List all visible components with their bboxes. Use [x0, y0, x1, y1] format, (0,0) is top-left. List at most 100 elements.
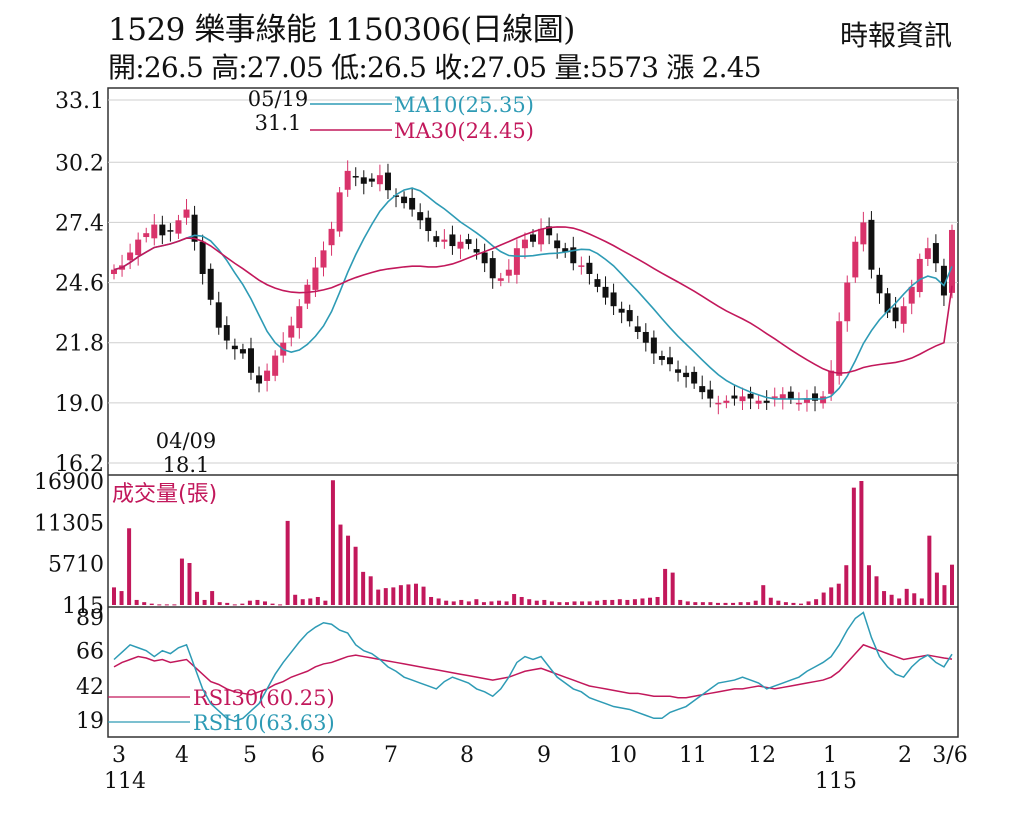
- candle: [820, 396, 827, 404]
- candle: [666, 357, 673, 365]
- x-year-label: 114: [104, 769, 146, 794]
- candle: [755, 400, 762, 404]
- volume-bar: [195, 591, 200, 605]
- volume-bar: [187, 563, 192, 605]
- candle: [747, 393, 754, 399]
- candle: [175, 220, 182, 234]
- candle: [312, 267, 319, 290]
- volume-bar: [225, 602, 230, 605]
- candle: [562, 248, 569, 253]
- volume-bar: [112, 587, 116, 605]
- legend-label: MA10(25.35): [394, 93, 534, 117]
- volume-bar: [882, 591, 887, 605]
- volume-bar: [444, 600, 449, 605]
- volume-bar: [474, 599, 479, 605]
- candle: [803, 398, 810, 403]
- volume-bar: [738, 602, 743, 605]
- volume-bar: [663, 568, 668, 605]
- volume-bar: [595, 600, 600, 605]
- candle: [191, 214, 198, 242]
- candle: [215, 302, 222, 328]
- volume-bar: [557, 602, 562, 605]
- volume-bar: [889, 594, 894, 605]
- x-tick-label: 6: [311, 743, 325, 768]
- candle: [949, 229, 955, 293]
- candle: [884, 293, 891, 313]
- candle: [634, 326, 641, 332]
- candle: [247, 348, 254, 373]
- chart-frame: [107, 87, 959, 738]
- volume-bar: [504, 601, 509, 605]
- ohlc-summary: 開:26.5 高:27.05 低:26.5 收:27.05 量:5573 漲 2…: [108, 51, 762, 84]
- candle: [384, 172, 391, 191]
- volume-bar: [481, 602, 486, 605]
- candle: [836, 321, 843, 376]
- candle: [940, 265, 947, 296]
- volume-bar: [625, 599, 630, 605]
- volume-bar: [874, 576, 879, 605]
- volume-bar: [300, 599, 305, 605]
- volume-bar: [338, 524, 343, 605]
- volume-bar: [315, 596, 320, 605]
- volume-bar: [580, 601, 585, 605]
- volume-bar: [806, 601, 811, 605]
- volume-bar: [851, 487, 856, 605]
- candle: [578, 265, 585, 267]
- volume-bar: [270, 603, 275, 605]
- volume-bar: [919, 598, 924, 605]
- volume-bar: [783, 602, 788, 605]
- candle: [199, 241, 206, 274]
- volume-label: 成交量(張): [112, 482, 217, 507]
- candle: [449, 234, 456, 247]
- volume-bar: [451, 601, 456, 605]
- volume-bar: [330, 480, 335, 605]
- volume-bar: [866, 565, 871, 605]
- candle: [852, 241, 859, 278]
- candle: [473, 249, 480, 253]
- volume-bar: [700, 602, 705, 605]
- volume-bar: [632, 599, 637, 605]
- volume-bar: [459, 599, 464, 605]
- volume-bar: [398, 585, 403, 605]
- low-date-label: 04/09: [156, 429, 217, 453]
- x-year-label: 115: [815, 769, 857, 794]
- x-tick-label: 11: [679, 743, 707, 768]
- candle: [795, 402, 802, 405]
- candle: [739, 396, 746, 402]
- volume-bar: [723, 602, 728, 605]
- volume-bar: [142, 602, 147, 605]
- volume-bar: [466, 601, 471, 605]
- volume-bar: [346, 535, 351, 605]
- volume-bar: [821, 592, 826, 605]
- volume-bar: [768, 597, 773, 605]
- candle: [368, 178, 375, 182]
- ma30-line: [113, 226, 953, 374]
- candle: [699, 386, 706, 393]
- volume-bar: [421, 586, 426, 605]
- volume-bar: [278, 604, 283, 606]
- candle: [272, 355, 279, 376]
- rsi-legend-label: RSI10(63.63): [193, 711, 335, 735]
- candle: [924, 248, 931, 259]
- volume-bar: [655, 596, 660, 605]
- volume-bar: [715, 602, 720, 605]
- candle: [111, 269, 117, 274]
- candle: [658, 356, 665, 360]
- rsi-tick-label: 19: [76, 709, 104, 734]
- volume-bar: [489, 601, 494, 605]
- volume-bar: [693, 602, 698, 605]
- volume-bar: [119, 591, 124, 605]
- price-tick-label: 24.6: [55, 272, 104, 297]
- candle: [344, 170, 351, 190]
- volume-bar: [799, 603, 804, 605]
- source-label: 時報資訊: [839, 19, 952, 52]
- candle: [570, 247, 577, 264]
- volume-bar: [904, 588, 909, 605]
- volume-bar: [829, 587, 834, 605]
- legend-label: MA30(24.45): [394, 119, 534, 143]
- volume-tick-label: 5710: [48, 553, 104, 578]
- x-tick-label: 3: [112, 743, 126, 768]
- candle: [513, 248, 520, 275]
- price-tick-label: 33.1: [55, 89, 104, 114]
- candle: [231, 345, 238, 350]
